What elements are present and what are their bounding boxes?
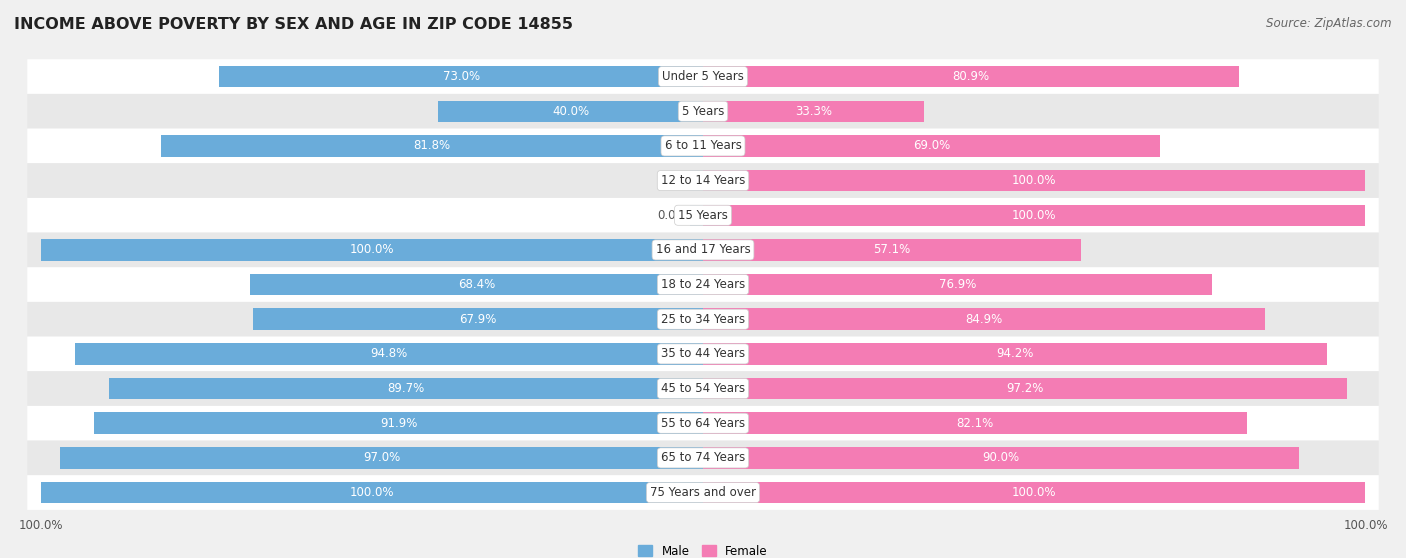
Text: 35 to 44 Years: 35 to 44 Years <box>661 348 745 360</box>
Text: 75 Years and over: 75 Years and over <box>650 486 756 499</box>
Text: 94.2%: 94.2% <box>997 348 1033 360</box>
Text: 82.1%: 82.1% <box>956 417 994 430</box>
Text: 100.0%: 100.0% <box>350 486 394 499</box>
Bar <box>703 447 1299 469</box>
FancyBboxPatch shape <box>27 267 1379 302</box>
Text: 65 to 74 Years: 65 to 74 Years <box>661 451 745 464</box>
Bar <box>703 239 1081 261</box>
Bar <box>703 378 1347 400</box>
Bar <box>108 378 703 400</box>
Text: 12 to 14 Years: 12 to 14 Years <box>661 174 745 187</box>
Bar <box>703 135 1160 157</box>
Text: 67.9%: 67.9% <box>460 312 496 326</box>
Bar <box>60 447 703 469</box>
Bar <box>439 100 703 122</box>
Text: 16 and 17 Years: 16 and 17 Years <box>655 243 751 257</box>
Text: 97.0%: 97.0% <box>363 451 401 464</box>
FancyBboxPatch shape <box>27 59 1379 94</box>
Text: 68.4%: 68.4% <box>458 278 495 291</box>
Bar <box>690 205 703 226</box>
Text: Under 5 Years: Under 5 Years <box>662 70 744 83</box>
Text: 69.0%: 69.0% <box>912 140 950 152</box>
FancyBboxPatch shape <box>27 128 1379 163</box>
FancyBboxPatch shape <box>27 406 1379 441</box>
Text: 80.9%: 80.9% <box>952 70 990 83</box>
FancyBboxPatch shape <box>27 163 1379 198</box>
Bar <box>703 309 1265 330</box>
Bar <box>94 412 703 434</box>
FancyBboxPatch shape <box>27 94 1379 128</box>
Text: 91.9%: 91.9% <box>380 417 418 430</box>
Text: 18 to 24 Years: 18 to 24 Years <box>661 278 745 291</box>
Text: 0.0%: 0.0% <box>657 174 686 187</box>
Text: 100.0%: 100.0% <box>1012 486 1056 499</box>
Text: 0.0%: 0.0% <box>657 209 686 222</box>
Text: 55 to 64 Years: 55 to 64 Years <box>661 417 745 430</box>
FancyBboxPatch shape <box>27 475 1379 510</box>
Text: 57.1%: 57.1% <box>873 243 911 257</box>
Bar <box>703 482 1365 503</box>
Bar <box>75 343 703 365</box>
Text: 6 to 11 Years: 6 to 11 Years <box>665 140 741 152</box>
Text: 5 Years: 5 Years <box>682 105 724 118</box>
FancyBboxPatch shape <box>27 198 1379 233</box>
Bar <box>250 274 703 295</box>
Bar <box>703 170 1365 191</box>
FancyBboxPatch shape <box>27 336 1379 371</box>
Text: 81.8%: 81.8% <box>413 140 451 152</box>
Bar <box>41 239 703 261</box>
Text: 97.2%: 97.2% <box>1007 382 1043 395</box>
Text: 100.0%: 100.0% <box>1012 209 1056 222</box>
Bar <box>703 66 1239 88</box>
Text: 94.8%: 94.8% <box>370 348 408 360</box>
FancyBboxPatch shape <box>27 302 1379 336</box>
Bar <box>703 274 1212 295</box>
Text: 100.0%: 100.0% <box>350 243 394 257</box>
Text: INCOME ABOVE POVERTY BY SEX AND AGE IN ZIP CODE 14855: INCOME ABOVE POVERTY BY SEX AND AGE IN Z… <box>14 17 574 32</box>
Bar <box>703 412 1247 434</box>
FancyBboxPatch shape <box>27 441 1379 475</box>
Text: 89.7%: 89.7% <box>387 382 425 395</box>
Bar <box>690 170 703 191</box>
Text: 15 Years: 15 Years <box>678 209 728 222</box>
Text: 25 to 34 Years: 25 to 34 Years <box>661 312 745 326</box>
Text: 40.0%: 40.0% <box>553 105 589 118</box>
Text: 73.0%: 73.0% <box>443 70 479 83</box>
Text: 84.9%: 84.9% <box>966 312 1002 326</box>
Bar <box>703 205 1365 226</box>
Bar <box>41 482 703 503</box>
Text: 33.3%: 33.3% <box>794 105 832 118</box>
Text: 100.0%: 100.0% <box>1012 174 1056 187</box>
Bar <box>219 66 703 88</box>
Bar <box>703 343 1327 365</box>
FancyBboxPatch shape <box>27 371 1379 406</box>
Text: Source: ZipAtlas.com: Source: ZipAtlas.com <box>1267 17 1392 30</box>
Bar <box>703 100 924 122</box>
Text: 45 to 54 Years: 45 to 54 Years <box>661 382 745 395</box>
Bar <box>253 309 703 330</box>
FancyBboxPatch shape <box>27 233 1379 267</box>
Text: 76.9%: 76.9% <box>939 278 976 291</box>
Text: 90.0%: 90.0% <box>983 451 1019 464</box>
Legend: Male, Female: Male, Female <box>634 540 772 558</box>
Bar <box>162 135 703 157</box>
